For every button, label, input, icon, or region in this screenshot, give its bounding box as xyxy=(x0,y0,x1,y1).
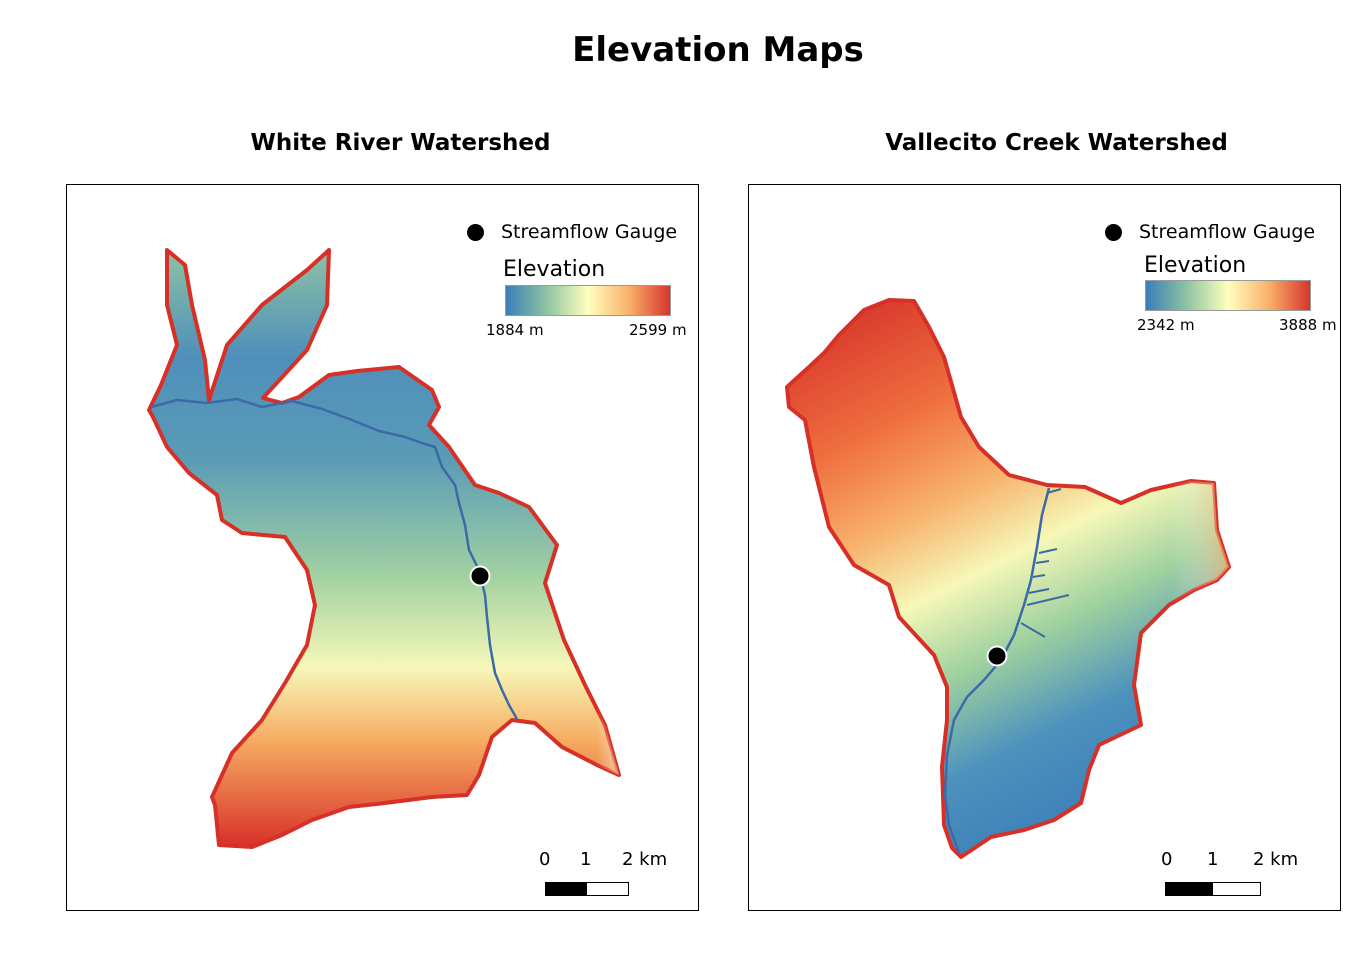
scale-bar-black-segment xyxy=(1166,883,1213,895)
white-river-map xyxy=(147,248,621,849)
white-river-streamflow-gauge-icon[interactable] xyxy=(469,565,491,587)
scale-bar xyxy=(1165,882,1261,896)
scale-label-2: 2 km xyxy=(1253,849,1299,870)
scale-label-0: 0 xyxy=(539,849,551,870)
vallecito-creek-streamflow-gauge-icon[interactable] xyxy=(986,645,1008,667)
vallecito-creek-stream xyxy=(943,487,1051,854)
vallecito-creek-boundary-east-tint xyxy=(1085,481,1229,745)
elevation-color-ramp xyxy=(505,285,671,316)
white-river-boundary-east-tint xyxy=(507,507,619,775)
map-frame-white-river[interactable]: Streamflow Gauge Elevation 1884 m 2599 m… xyxy=(66,184,699,911)
streamflow-gauge-legend-icon xyxy=(467,223,484,241)
white-river-stream xyxy=(150,397,519,720)
elevation-max-label: 2599 m xyxy=(629,321,687,339)
map-title-white-river: White River Watershed xyxy=(250,130,551,156)
scale-bar-black-segment xyxy=(546,883,587,895)
tributary xyxy=(1028,588,1050,594)
tributary xyxy=(1032,574,1046,578)
tributary xyxy=(1020,622,1046,638)
elevation-max-label: 3888 m xyxy=(1279,316,1337,334)
legend-elevation-title: Elevation xyxy=(1144,253,1247,278)
vallecito-creek-map xyxy=(785,298,1231,859)
tributary xyxy=(1038,548,1058,554)
elevation-min-label: 1884 m xyxy=(486,321,544,339)
legend-gauge-label: Streamflow Gauge xyxy=(1139,221,1316,243)
legend-gauge-vallecito: Streamflow Gauge xyxy=(1105,221,1315,243)
scale-bar xyxy=(545,882,629,896)
page-title: Elevation Maps xyxy=(572,30,864,70)
legend-elevation-title: Elevation xyxy=(503,257,606,282)
scale-label-0: 0 xyxy=(1161,849,1173,870)
scale-bar-white-segment xyxy=(587,883,628,895)
scale-label-1: 1 xyxy=(1207,849,1219,870)
streamflow-gauge-legend-icon xyxy=(1105,223,1122,241)
elevation-min-label: 2342 m xyxy=(1137,316,1195,334)
tributary xyxy=(1035,560,1050,564)
scale-bar-white-segment xyxy=(1213,883,1260,895)
tributary xyxy=(1026,594,1070,606)
scale-label-1: 1 xyxy=(580,849,592,870)
scale-label-2: 2 km xyxy=(622,849,668,870)
legend-gauge-white-river: Streamflow Gauge xyxy=(467,221,677,243)
vallecito-creek-tributaries xyxy=(1020,488,1070,638)
tributary xyxy=(1046,488,1062,494)
legend-gauge-label: Streamflow Gauge xyxy=(501,221,678,243)
map-frame-vallecito-creek[interactable]: Streamflow Gauge Elevation 2342 m 3888 m… xyxy=(748,184,1341,911)
map-title-vallecito-creek: Vallecito Creek Watershed xyxy=(885,130,1228,156)
elevation-color-ramp xyxy=(1145,280,1311,311)
